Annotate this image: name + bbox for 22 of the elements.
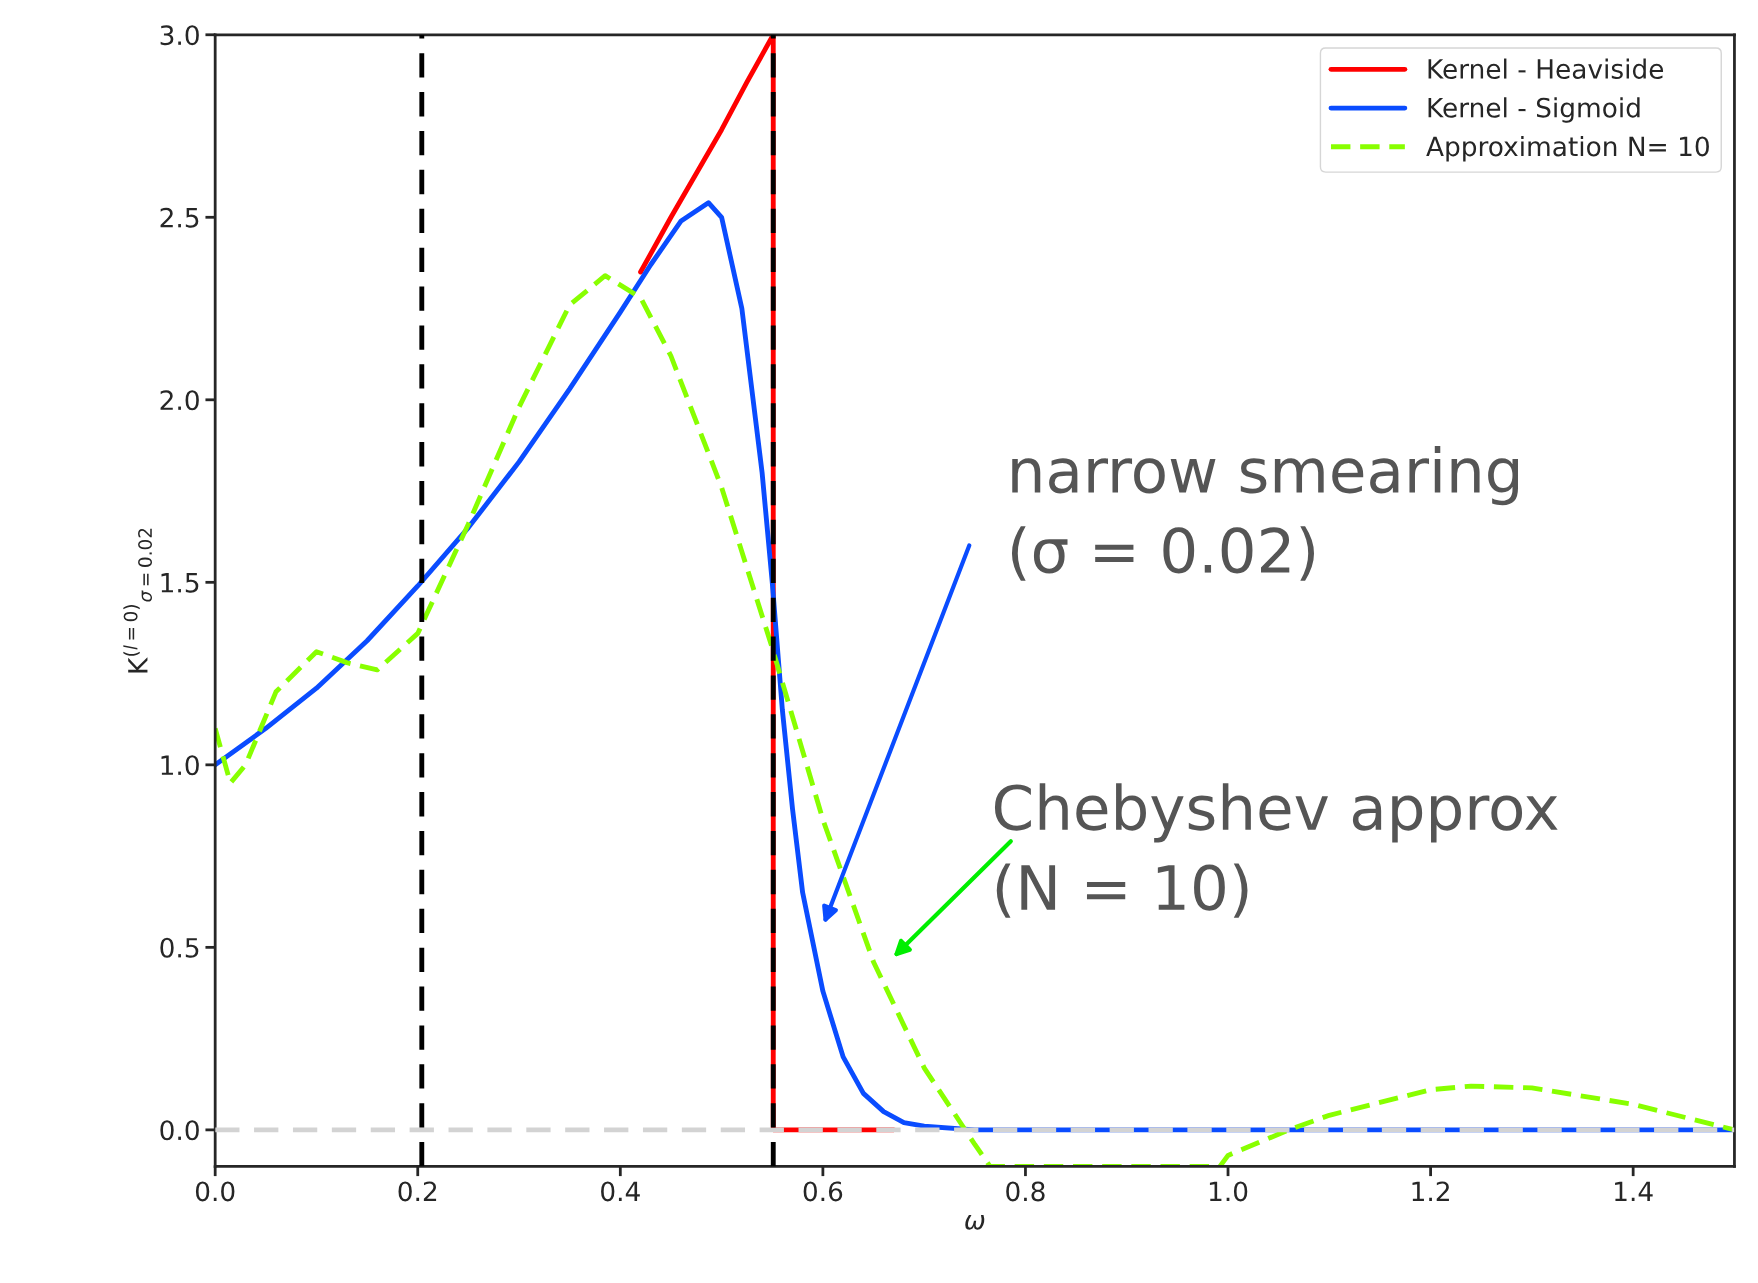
y-tick-label: 0.5 [160,937,199,958]
x-tick-label: 1.4 [1615,1181,1653,1202]
legend-label: Kernel - Sigmoid [1428,97,1640,123]
x-tick-label: 0.4 [601,1181,640,1202]
x-tick-label: 0.2 [398,1181,437,1202]
y-tick-label: 3.0 [160,25,199,46]
y-tick-label: 1.0 [161,755,199,776]
x-tick-label: 0.8 [1006,1181,1045,1202]
annotation: Chebyshev approx (N = 10) [994,783,1558,918]
y-tick-label: 1.5 [161,573,199,593]
x-tick-label: 0.6 [803,1181,843,1202]
annotation: narrow smearing (σ = 0.02) [1011,446,1518,581]
y-tick-label: 2.5 [160,207,199,228]
x-axis-title: ω [965,1214,985,1230]
y-tick-label: 2.0 [160,390,199,411]
x-tick-label: 0.0 [195,1181,235,1202]
x-tick-label: 1.0 [1209,1181,1248,1202]
legend-label: Kernel - Heaviside [1428,58,1664,79]
legend-label: Approximation N= 10 [1426,135,1709,162]
y-tick-label: 0.0 [160,1120,199,1141]
y-axis-title: K$^{(l=0)}$$_{σ=0.02}$ [123,528,153,673]
x-tick-label: 1.2 [1412,1181,1449,1202]
